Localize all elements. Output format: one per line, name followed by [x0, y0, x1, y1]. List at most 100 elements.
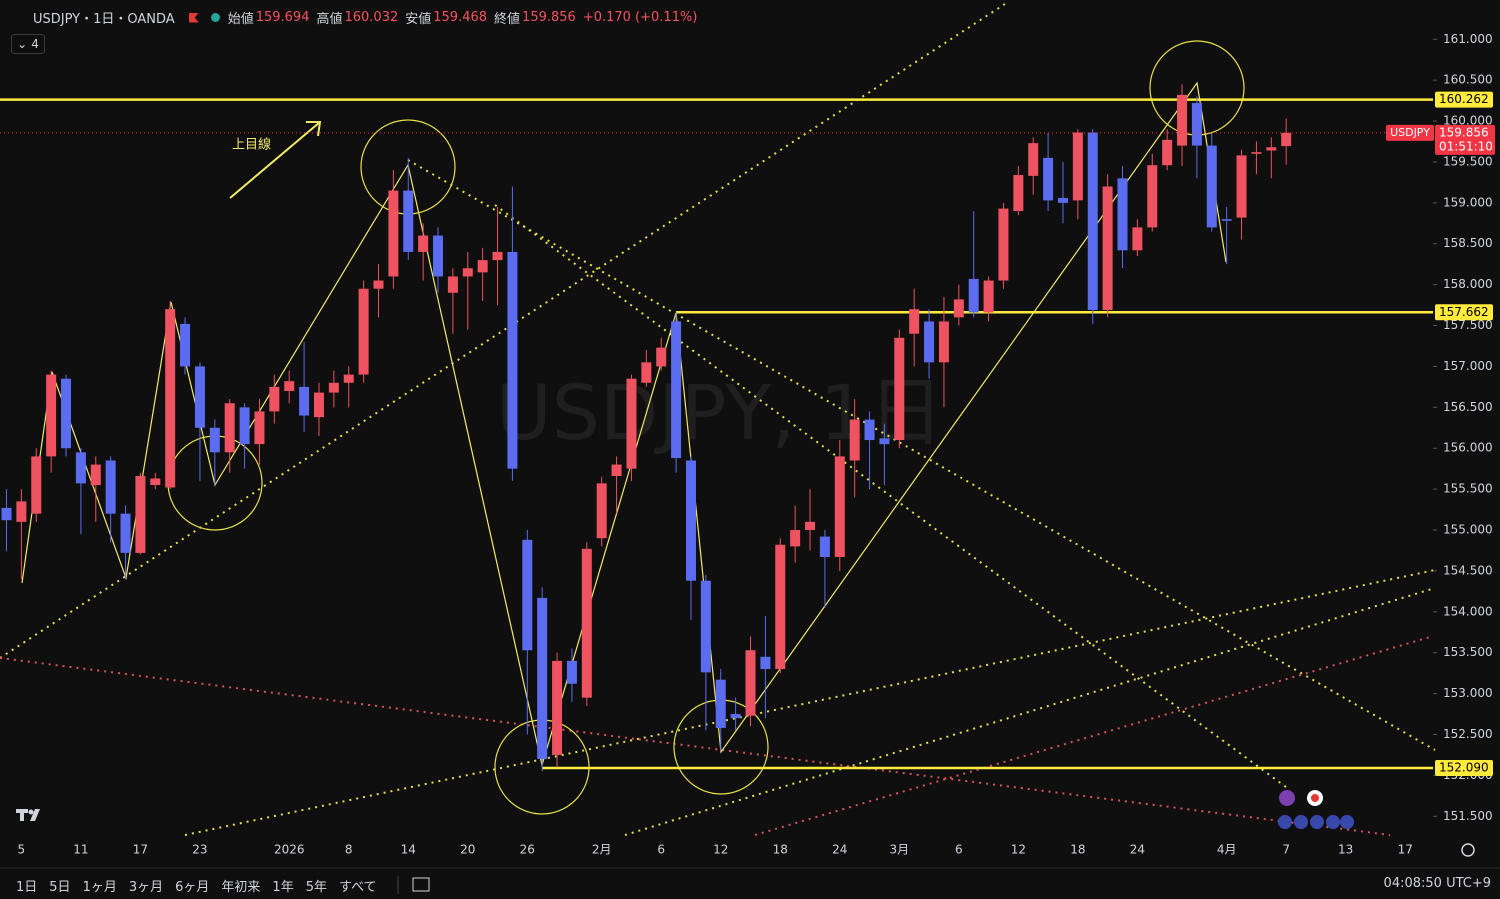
indicator-toggle[interactable]: ⌄ 4 [11, 34, 45, 54]
candle-body [596, 483, 607, 539]
candle-body [983, 280, 994, 313]
arrow-head [306, 121, 322, 137]
y-tick-label: 158.000 [1443, 277, 1493, 291]
range-button[interactable]: 3ヶ月 [128, 880, 164, 895]
candle-body [254, 411, 265, 445]
candle-body [194, 366, 205, 428]
range-button[interactable]: 6ヶ月 [175, 880, 210, 895]
trendline [0, 1, 1009, 659]
trendline [184, 569, 1436, 836]
y-tick-label: 158.500 [1443, 236, 1493, 250]
candle-body [46, 374, 57, 457]
candle-body [135, 476, 146, 553]
flag-icon [188, 12, 199, 23]
symbol[interactable]: USDJPY・1日・OANDA [33, 12, 175, 27]
candle-body [433, 235, 444, 277]
candle-body [150, 478, 161, 486]
candle-body [671, 321, 682, 459]
x-tick-label: 2026 [274, 843, 305, 857]
candle-body [522, 539, 533, 651]
range-button[interactable]: すべて [338, 880, 377, 895]
y-tick-label: 159.000 [1443, 195, 1493, 209]
x-tick-label: 2月 [592, 843, 612, 857]
candle-body [477, 260, 488, 273]
candle-body [1221, 219, 1232, 221]
range-button[interactable]: 年初来 [221, 880, 261, 895]
candle-body [313, 392, 324, 418]
candle-body [1236, 155, 1247, 218]
candle-body [745, 650, 756, 716]
candle-body [1177, 94, 1188, 146]
candle-body [1206, 145, 1217, 228]
y-tick-label: 155.000 [1443, 523, 1493, 537]
clock: 04:08:50 UTC+9 [1383, 876, 1491, 891]
candle-body [418, 235, 429, 252]
range-button[interactable]: 5日 [49, 880, 71, 895]
candle-body [537, 597, 548, 760]
candle-body [1072, 132, 1083, 201]
y-tick-label: 151.500 [1443, 809, 1493, 823]
chevron: ⌄ [17, 37, 28, 51]
legend: USDJPY・1日・OANDA 始値 159.694 高値 160.032 安値 15… [33, 8, 702, 27]
candle-body [165, 309, 176, 488]
x-tick-label: 24 [1130, 843, 1145, 857]
candle-body [105, 460, 116, 514]
x-tick-label: 18 [1070, 843, 1085, 857]
y-tick-label: 157.500 [1443, 318, 1493, 332]
candle-body [1, 507, 12, 521]
candle-body [909, 309, 920, 334]
candle-body [284, 381, 295, 391]
range-button[interactable]: 1年 [272, 880, 294, 895]
candle-body [447, 276, 458, 293]
candle-body [120, 513, 131, 553]
calendar-icon[interactable] [412, 877, 430, 892]
candle-body [1191, 103, 1202, 146]
price-tag [1435, 91, 1493, 108]
low-label: 安値 [405, 12, 432, 27]
x-tick-label: 4月 [1217, 843, 1237, 857]
candle-body [388, 190, 399, 277]
open-label: 始値 [227, 12, 254, 27]
candle-body [269, 386, 280, 412]
range-button[interactable]: 1ヶ月 [82, 880, 117, 895]
candle-body [879, 438, 890, 445]
candle-body [566, 660, 577, 684]
close-label: 終値 [494, 12, 521, 27]
x-tick-label: 8 [345, 843, 353, 857]
x-tick-label: 13 [1338, 843, 1353, 857]
price-tag [1435, 304, 1493, 321]
candle-body [31, 456, 42, 514]
candle-body [1087, 132, 1098, 310]
event-icons [1278, 790, 1354, 829]
x-tick-label: 5 [18, 843, 26, 857]
arrow [229, 121, 321, 199]
y-tick-label: 156.000 [1443, 441, 1493, 455]
annotation: 上目線 [232, 137, 271, 153]
y-tick-label: 157.000 [1443, 359, 1493, 373]
range-button[interactable]: 5年 [305, 880, 327, 895]
status-dot [210, 13, 220, 22]
candle-body [834, 456, 845, 558]
range-button[interactable]: 1日 [16, 880, 38, 895]
candle-body [403, 190, 414, 252]
candle-body [1028, 143, 1039, 176]
x-tick-label: 6 [657, 843, 665, 857]
candle-body [775, 544, 786, 670]
y-tick-label: 160.000 [1443, 114, 1493, 128]
candle-body [1043, 157, 1054, 201]
y-tick-label: 159.500 [1443, 154, 1493, 168]
candle-body [894, 337, 905, 441]
candle-body [1132, 227, 1143, 251]
open-value: 159.694 [255, 10, 310, 25]
price-tag-label: 152.090 [1439, 761, 1489, 775]
candle-body [805, 521, 816, 531]
watermark: USDJPY, 1日 [496, 368, 944, 457]
candle-body [552, 660, 563, 755]
candle-body [343, 374, 354, 383]
settings-icon[interactable] [1461, 843, 1475, 857]
trendline [407, 159, 1436, 751]
candle-body [790, 530, 801, 547]
x-tick-label: 6 [955, 843, 963, 857]
